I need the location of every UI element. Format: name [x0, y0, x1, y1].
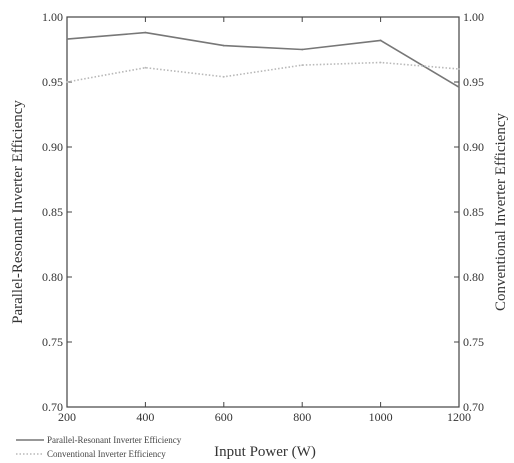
parallel-resonant-data-point — [301, 48, 304, 51]
left-y-tick-label: 0.70 — [42, 400, 63, 414]
parallel-resonant-data-point — [144, 31, 147, 34]
conventional-data-point — [458, 68, 460, 70]
parallel-resonant-series-line — [66, 31, 460, 88]
plot-frame — [66, 16, 460, 408]
right-y-tick-label: 0.85 — [463, 205, 484, 219]
conventional-series-line — [66, 61, 460, 83]
left-y-tick-label: 0.90 — [42, 140, 63, 154]
series-layer — [66, 31, 460, 89]
right-y-tick-label: 0.80 — [463, 270, 484, 284]
conventional-data-point — [144, 66, 147, 69]
conventional-data-point — [222, 75, 225, 78]
conventional-data-point — [301, 64, 304, 66]
conventional-data-point — [66, 81, 68, 83]
legend-label-parallel: Parallel-Resonant Inverter Efficiency — [47, 435, 182, 445]
parallel-resonant-data-point — [379, 39, 382, 42]
x-tick-label: 1200 — [447, 410, 471, 424]
x-tick-label: 600 — [215, 410, 233, 424]
parallel-resonant-data-point — [458, 86, 460, 89]
legend-label-conventional: Conventional Inverter Efficiency — [47, 449, 166, 459]
right-y-tick-label: 0.95 — [463, 75, 484, 89]
right-y-tick-label: 0.70 — [463, 400, 484, 414]
x-axis-title: Input Power (W) — [214, 444, 316, 460]
left-y-axis-title: Parallel-Resonant Inverter Efficiency — [10, 100, 26, 324]
left-y-tick-label: 0.75 — [42, 335, 63, 349]
right-y-axis-title: Conventional Inverter Efficiency — [493, 113, 509, 311]
x-tick-label: 200 — [58, 410, 76, 424]
legend: Parallel-Resonant Inverter Efficiency Co… — [16, 435, 182, 459]
parallel-resonant-data-point — [222, 44, 225, 47]
left-y-tick-label: 1.00 — [42, 10, 63, 24]
x-tick-label: 800 — [293, 410, 311, 424]
right-y-tick-label: 0.90 — [463, 140, 484, 154]
left-y-tick-label: 0.95 — [42, 75, 63, 89]
right-y-tick-label: 0.75 — [463, 335, 484, 349]
left-y-tick-label: 0.85 — [42, 205, 63, 219]
x-tick-label: 1000 — [369, 410, 393, 424]
conventional-data-point — [379, 61, 382, 64]
parallel-resonant-data-point — [66, 38, 68, 40]
left-y-tick-label: 0.80 — [42, 270, 63, 284]
right-y-tick-label: 1.00 — [463, 10, 484, 24]
x-tick-label: 400 — [136, 410, 154, 424]
